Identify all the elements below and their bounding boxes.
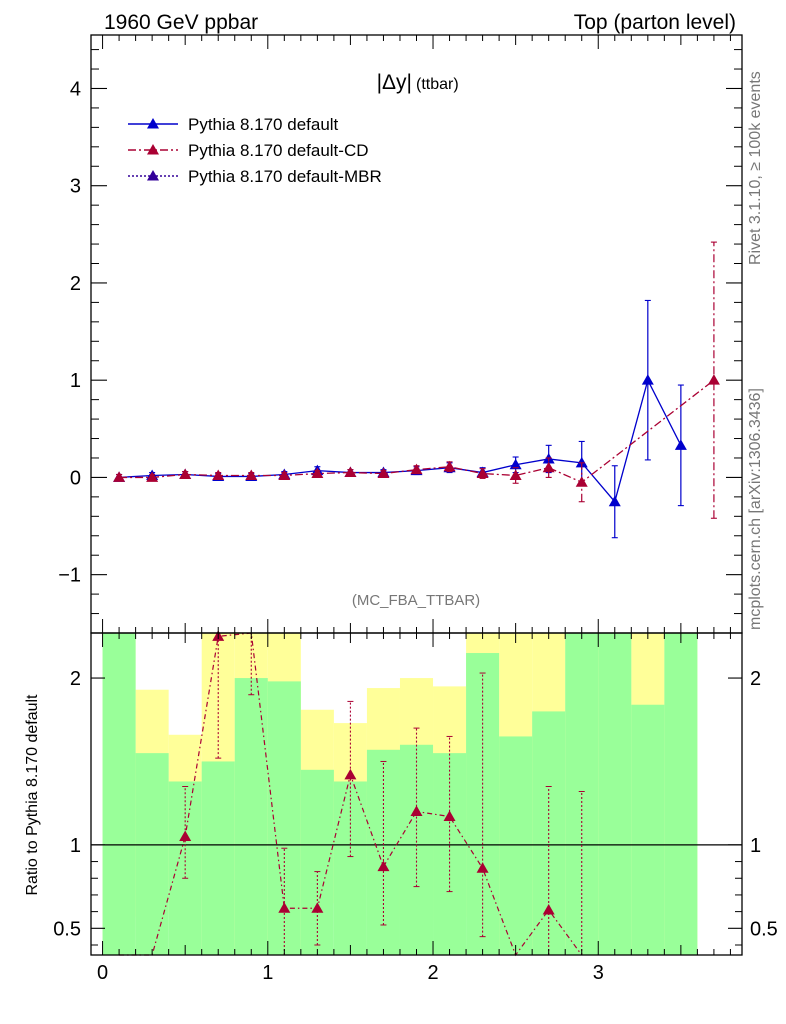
ratio-point-marker: [476, 862, 489, 873]
series-point-marker: [377, 467, 390, 479]
series-point-marker: [575, 476, 588, 487]
series-line-1: [119, 379, 715, 484]
series-point-marker: [410, 463, 423, 475]
series-point-marker: [212, 469, 225, 480]
ratio-point-marker: [542, 903, 555, 915]
main-ytick-label: 4: [70, 78, 81, 100]
ratio-xtick-label: 3: [593, 962, 604, 984]
series-point-marker: [509, 469, 522, 480]
series-line-0: [119, 378, 682, 504]
main-ytick-label: 1: [70, 370, 81, 392]
series-point-marker: [113, 471, 126, 482]
ratio-ytick-label: 1: [70, 835, 81, 857]
ratio-band-1sigma: [333, 781, 367, 955]
ratio-band-1sigma: [598, 633, 632, 955]
series-point-marker: [278, 469, 291, 480]
rivet-label: Rivet 3.1.10, ≥ 100k events: [747, 71, 764, 265]
series-point-marker: [443, 460, 456, 472]
ratio-point-marker: [179, 830, 192, 842]
ratio-band-1sigma: [499, 736, 533, 955]
series-point-marker: [641, 374, 654, 385]
series-point-marker: [608, 495, 621, 507]
legend-marker: [147, 170, 159, 181]
mcplots-label: mcplots.cern.ch [arXiv:1306.3436]: [747, 388, 764, 630]
ratio-xtick-label: 0: [97, 962, 108, 984]
ratio-band-1sigma: [135, 753, 169, 955]
legend-label: Pythia 8.170 default: [188, 115, 339, 134]
series-point-marker: [707, 374, 720, 385]
ratio-ytick-label: 0.5: [53, 918, 81, 940]
series-point-marker: [476, 467, 489, 479]
ratio-band-1sigma: [234, 678, 268, 955]
ratio-ytick-label-right: 1: [750, 835, 761, 857]
header-left: 1960 GeV ppbar: [104, 11, 258, 34]
main-ytick-label: −1: [58, 565, 81, 587]
main-ytick-label: 2: [70, 273, 81, 295]
series-point-marker: [245, 469, 258, 480]
series-point-marker: [311, 467, 324, 479]
ratio-band-1sigma: [631, 704, 665, 955]
series-point-marker: [344, 466, 357, 478]
watermark: (MC_FBA_TTBAR): [352, 592, 480, 609]
legend-label: Pythia 8.170 default-MBR: [188, 167, 382, 186]
ratio-point-marker: [410, 805, 423, 817]
ratio-xtick-label: 2: [427, 962, 438, 984]
legend-marker: [147, 118, 159, 129]
ratio-point-marker: [377, 860, 390, 872]
legend-label: Pythia 8.170 default-CD: [188, 141, 369, 160]
ratio-xtick-label: 1: [262, 962, 273, 984]
ratio-band-1sigma: [102, 633, 136, 955]
ratio-point-marker: [311, 902, 324, 913]
ratio-ytick-label: 2: [70, 668, 81, 690]
series-point-marker: [509, 458, 522, 470]
ratio-ylabel: Ratio to Pythia 8.170 default: [24, 694, 41, 896]
main-ytick-label: 3: [70, 176, 81, 198]
main-ytick-label: 0: [70, 467, 81, 489]
header-right: Top (parton level): [574, 11, 736, 34]
ratio-panel: 0.5 0.5 1 1 2 2 0 1 2 3: [53, 630, 778, 984]
ratio-point-marker: [443, 810, 456, 822]
ratio-point-marker: [344, 768, 357, 780]
series-point-marker: [575, 456, 588, 468]
ratio-band-1sigma: [168, 781, 202, 955]
main-panel: −1 0 1 2 3 4 |Δy| (ttbar) (MC_FBA_TTBAR) Pythia 8…: [58, 34, 743, 634]
legend-marker: [147, 144, 159, 155]
series-point-marker: [542, 461, 555, 473]
series-point-marker: [179, 468, 192, 480]
ratio-ytick-label-right: 2: [750, 668, 761, 690]
series-point-marker: [674, 439, 687, 450]
ratio-ytick-label-right: 0.5: [750, 918, 778, 940]
main-title: |Δy|: [377, 71, 412, 94]
series-point-marker: [146, 471, 159, 482]
main-title-sub: (ttbar): [416, 76, 459, 93]
ratio-band-1sigma: [201, 761, 235, 955]
ratio-band-1sigma: [664, 633, 698, 955]
ratio-point-marker: [278, 902, 291, 913]
